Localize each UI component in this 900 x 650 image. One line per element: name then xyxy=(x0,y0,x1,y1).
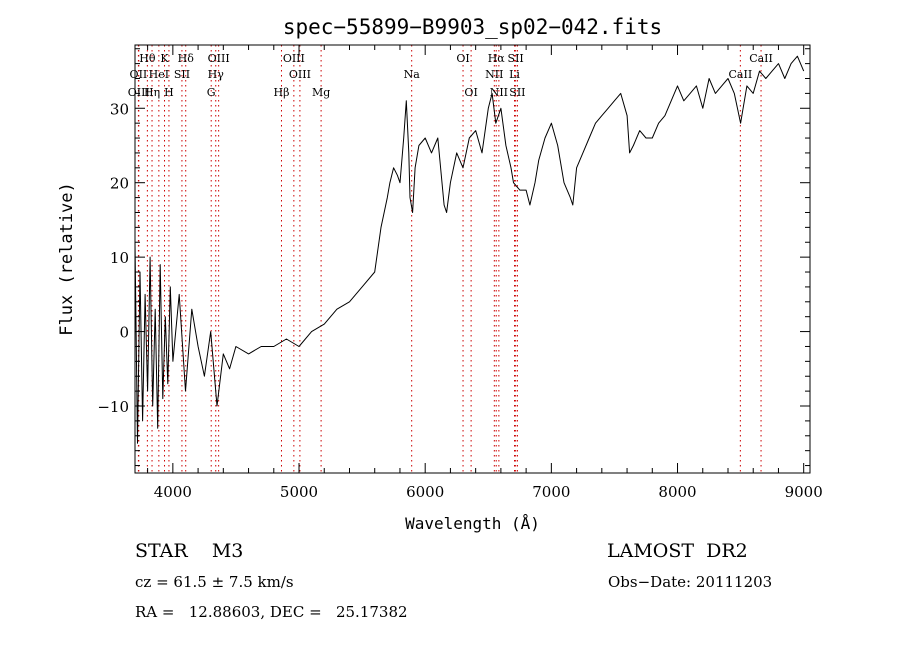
line-marker-label: Li xyxy=(509,68,520,81)
line-marker-label: HeI xyxy=(149,68,169,81)
line-marker-label: CaII xyxy=(749,52,773,65)
line-marker-label: Hδ xyxy=(178,52,195,65)
x-axis-label: Wavelength (Å) xyxy=(405,514,540,533)
survey-label: LAMOST DR2 xyxy=(607,540,748,562)
y-tick-label: 30 xyxy=(110,100,129,118)
line-marker-label: Na xyxy=(404,68,421,81)
x-tick-label: 8000 xyxy=(658,483,696,501)
line-marker-label: SII xyxy=(174,68,190,81)
x-tick-label: 5000 xyxy=(280,483,318,501)
plot-frame xyxy=(134,44,811,474)
x-tick-label: 7000 xyxy=(532,483,570,501)
line-marker-label: Mg xyxy=(312,86,330,99)
line-marker-label: NII xyxy=(490,86,508,99)
x-tick-label: 9000 xyxy=(785,483,823,501)
line-marker-label: OII xyxy=(130,68,148,81)
coordinates-label: RA = 12.88603, DEC = 25.17382 xyxy=(135,603,408,621)
obs-date-label: Obs−Date: 20111203 xyxy=(608,573,773,591)
line-marker-label: Hγ xyxy=(208,68,225,81)
chart-title: spec−55899−B9903_sp02−042.fits xyxy=(283,15,662,39)
line-marker-label: OI xyxy=(456,52,469,65)
redshift-label: cz = 61.5 ± 7.5 km/s xyxy=(135,573,294,591)
line-marker-label: Hα xyxy=(488,52,506,65)
line-marker-label: SII xyxy=(508,52,524,65)
line-marker-label: H xyxy=(164,86,174,99)
y-tick-label: −10 xyxy=(97,398,129,416)
line-marker-label: CaII xyxy=(729,68,753,81)
spectrum-line xyxy=(134,55,805,444)
line-marker-label: Hθ xyxy=(139,52,156,65)
x-tick-label: 4000 xyxy=(154,483,192,501)
y-tick-label: 20 xyxy=(110,175,129,193)
x-tick-label: 6000 xyxy=(406,483,444,501)
line-marker-label: SII xyxy=(509,86,525,99)
line-marker-label: OIII xyxy=(128,86,150,99)
line-marker-label: OIII xyxy=(208,52,230,65)
line-marker-label: OIII xyxy=(289,68,311,81)
y-axis-label: Flux (relative) xyxy=(57,182,77,336)
y-tick-label: 10 xyxy=(110,249,129,267)
line-marker-label: OIII xyxy=(283,52,305,65)
line-marker-label: OI xyxy=(464,86,477,99)
line-marker-label: NII xyxy=(485,68,503,81)
line-marker-label: K xyxy=(160,52,169,65)
y-tick-label: 0 xyxy=(119,324,129,342)
line-marker-label: G xyxy=(207,86,216,99)
line-marker-label: Hη xyxy=(144,86,160,99)
object-class-label: STAR M3 xyxy=(135,540,244,562)
line-marker-label: Hβ xyxy=(274,86,290,99)
